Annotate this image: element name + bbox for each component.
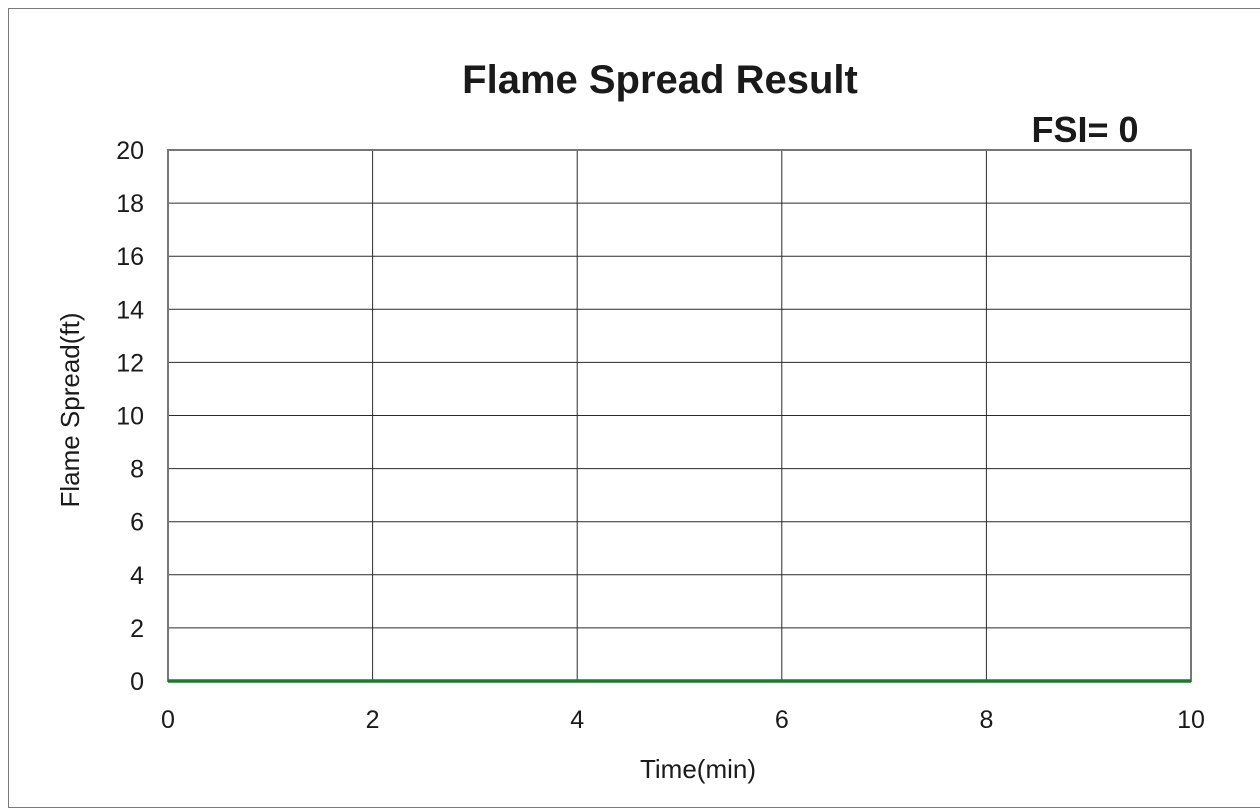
y-tick-label: 14 — [116, 296, 144, 324]
chart-title: Flame Spread Result — [462, 58, 858, 102]
x-tick-label: 4 — [570, 706, 584, 734]
fsi-annotation: FSI= 0 — [1031, 109, 1138, 150]
y-tick-label: 8 — [130, 456, 144, 484]
y-axis-label: Flame Spread(ft) — [55, 312, 85, 507]
y-tick-label: 6 — [130, 509, 144, 537]
x-tick-label: 6 — [775, 706, 789, 734]
x-tick-label: 10 — [1177, 706, 1205, 734]
x-tick-label: 2 — [366, 706, 380, 734]
x-axis-ticks: 0 2 4 6 8 10 — [161, 706, 1205, 734]
y-tick-label: 16 — [116, 243, 144, 271]
x-axis-label: Time(min) — [640, 754, 756, 784]
y-tick-label: 0 — [130, 668, 144, 696]
grid — [167, 149, 1192, 682]
x-tick-label: 8 — [979, 706, 993, 734]
y-tick-label: 4 — [130, 562, 144, 590]
y-tick-label: 12 — [116, 349, 144, 377]
y-tick-label: 20 — [116, 137, 144, 165]
y-tick-label: 18 — [116, 190, 144, 218]
x-tick-label: 0 — [161, 706, 175, 734]
y-axis-ticks: 0 2 4 6 8 10 12 14 16 18 20 — [116, 137, 144, 696]
y-tick-label: 2 — [130, 615, 144, 643]
y-tick-label: 10 — [116, 403, 144, 431]
